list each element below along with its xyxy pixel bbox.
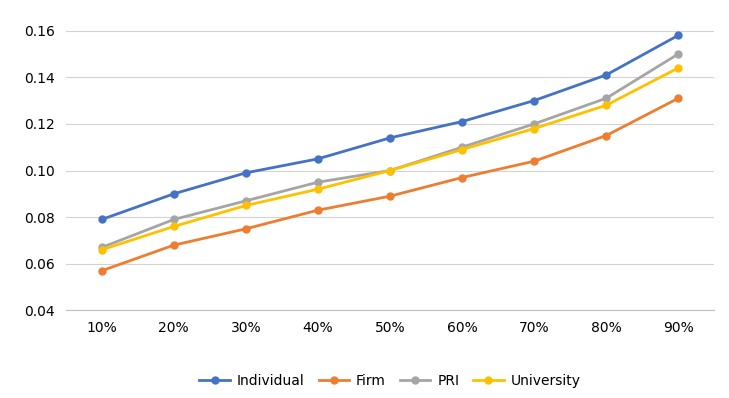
University [97, 248, 106, 252]
Firm [313, 208, 322, 213]
PRI [313, 180, 322, 185]
University [241, 203, 250, 208]
Firm [241, 226, 250, 231]
Individual [674, 33, 683, 38]
Individual [386, 135, 394, 140]
Individual [169, 191, 178, 196]
PRI [530, 121, 539, 126]
Individual [97, 217, 106, 222]
PRI [458, 145, 467, 150]
Firm [386, 194, 394, 199]
Firm [602, 133, 611, 138]
Firm [458, 175, 467, 180]
Individual [458, 119, 467, 124]
PRI [169, 217, 178, 222]
PRI [241, 199, 250, 203]
Line: Firm: Firm [98, 95, 682, 274]
PRI [674, 51, 683, 56]
PRI [386, 168, 394, 173]
University [313, 187, 322, 191]
Firm [97, 268, 106, 273]
Legend: Individual, Firm, PRI, University: Individual, Firm, PRI, University [194, 368, 586, 393]
Individual [313, 156, 322, 161]
Line: University: University [98, 64, 682, 253]
University [386, 168, 394, 173]
Firm [674, 96, 683, 101]
University [458, 147, 467, 152]
PRI [97, 245, 106, 250]
Individual [241, 170, 250, 175]
University [169, 224, 178, 229]
Line: Individual: Individual [98, 32, 682, 223]
University [530, 126, 539, 131]
Line: PRI: PRI [98, 51, 682, 251]
Firm [169, 243, 178, 248]
University [674, 66, 683, 70]
University [602, 103, 611, 107]
Individual [530, 98, 539, 103]
Individual [602, 72, 611, 77]
Firm [530, 159, 539, 164]
PRI [602, 96, 611, 101]
